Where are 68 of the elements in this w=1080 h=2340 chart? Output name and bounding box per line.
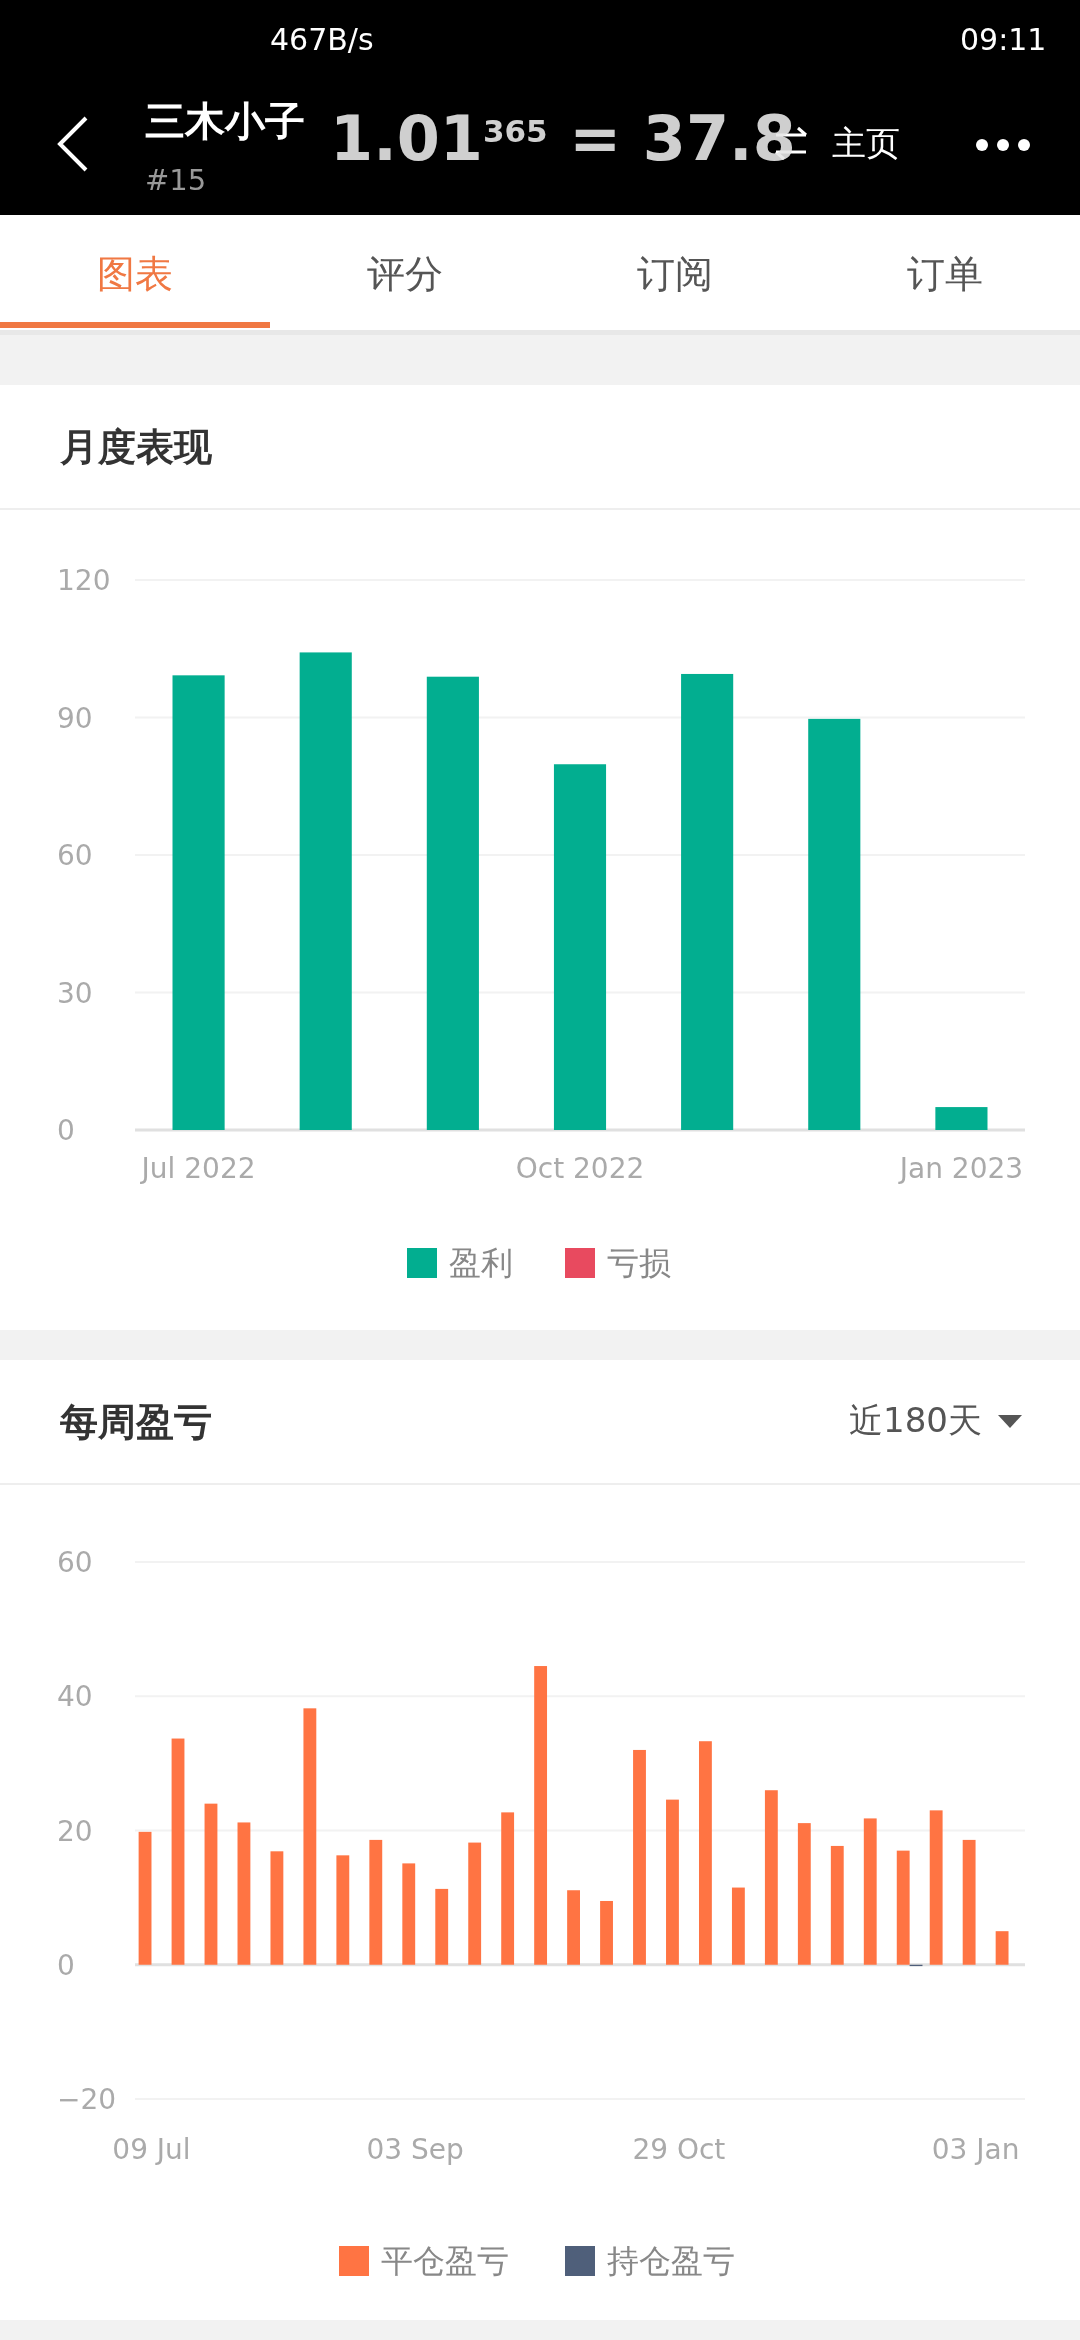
y-tick-label: 90 — [57, 701, 93, 735]
x-tick-label: 03 Sep — [366, 2133, 464, 2166]
text: 图表 — [97, 252, 173, 296]
bar — [731, 1887, 745, 1965]
bar — [808, 718, 861, 1130]
bar — [204, 1803, 218, 1965]
text: 主页 — [832, 123, 900, 163]
bar — [402, 1863, 416, 1965]
bar — [553, 764, 607, 1130]
y-tick-label: 20 — [57, 1814, 93, 1848]
bar — [935, 1107, 988, 1130]
bar — [369, 1839, 383, 1965]
x-tick-label: 29 Oct — [632, 2133, 726, 2166]
bar — [172, 675, 225, 1130]
x-tick-label: 03 Jan — [931, 2133, 1020, 2166]
bar — [138, 1831, 152, 1965]
text: 09:11 — [960, 22, 1047, 57]
bar — [830, 1845, 844, 1965]
bar — [501, 1812, 515, 1965]
bar — [237, 1822, 251, 1965]
chart-subtitle: 近180天 — [849, 1400, 982, 1440]
x-tick-label: Jul 2022 — [139, 1152, 256, 1185]
bar — [270, 1851, 284, 1965]
x-tick-label: Jan 2023 — [897, 1152, 1024, 1185]
bar — [962, 1839, 976, 1965]
bar — [699, 1741, 712, 1965]
y-tick-label: 60 — [57, 1546, 93, 1579]
y-tick-label: 0 — [57, 1948, 75, 1982]
y-tick-label: 30 — [57, 976, 93, 1010]
y-tick-label: 0 — [57, 1114, 75, 1147]
chart-title: 每周盈亏 — [59, 1400, 212, 1444]
y-tick-label: 120 — [57, 564, 111, 597]
bar — [468, 1842, 482, 1965]
bar — [600, 1900, 613, 1965]
legend-label: 亏损 — [607, 1244, 671, 1282]
bar — [666, 1799, 679, 1965]
text: 467B/s — [270, 22, 374, 57]
text: 订阅 — [637, 252, 713, 296]
chart-title: 月度表现 — [59, 425, 213, 469]
bar — [797, 1823, 811, 1965]
y-tick-label: −20 — [57, 2083, 117, 2116]
bar — [303, 1708, 317, 1965]
text: 1.01$^{365}$ = 37.8 — [330, 102, 796, 175]
bar — [896, 1850, 910, 1965]
legend-label: 持仓盈亏 — [607, 2242, 735, 2280]
bar — [929, 1810, 943, 1965]
bar — [995, 1931, 1009, 1965]
bar — [764, 1790, 778, 1965]
bar — [863, 1818, 877, 1965]
y-tick-label: 40 — [57, 1680, 93, 1714]
text: 三木小子 — [145, 98, 305, 144]
bar — [567, 1890, 580, 1965]
bar — [426, 676, 479, 1130]
text: 订单 — [907, 252, 983, 296]
legend-label: 平仓盈亏 — [381, 2242, 509, 2280]
legend-label: 盈利 — [449, 1244, 513, 1282]
text: 评分 — [367, 252, 443, 296]
bar — [171, 1738, 185, 1965]
bar — [534, 1666, 548, 1965]
bar — [681, 673, 734, 1130]
x-tick-label: Oct 2022 — [515, 1152, 645, 1185]
bar — [299, 652, 352, 1130]
bar — [435, 1888, 449, 1965]
x-tick-label: 09 Jul — [112, 2133, 191, 2166]
text: #15 — [145, 163, 207, 197]
y-tick-label: 60 — [57, 839, 93, 872]
bar — [336, 1855, 350, 1965]
bar — [633, 1749, 646, 1965]
